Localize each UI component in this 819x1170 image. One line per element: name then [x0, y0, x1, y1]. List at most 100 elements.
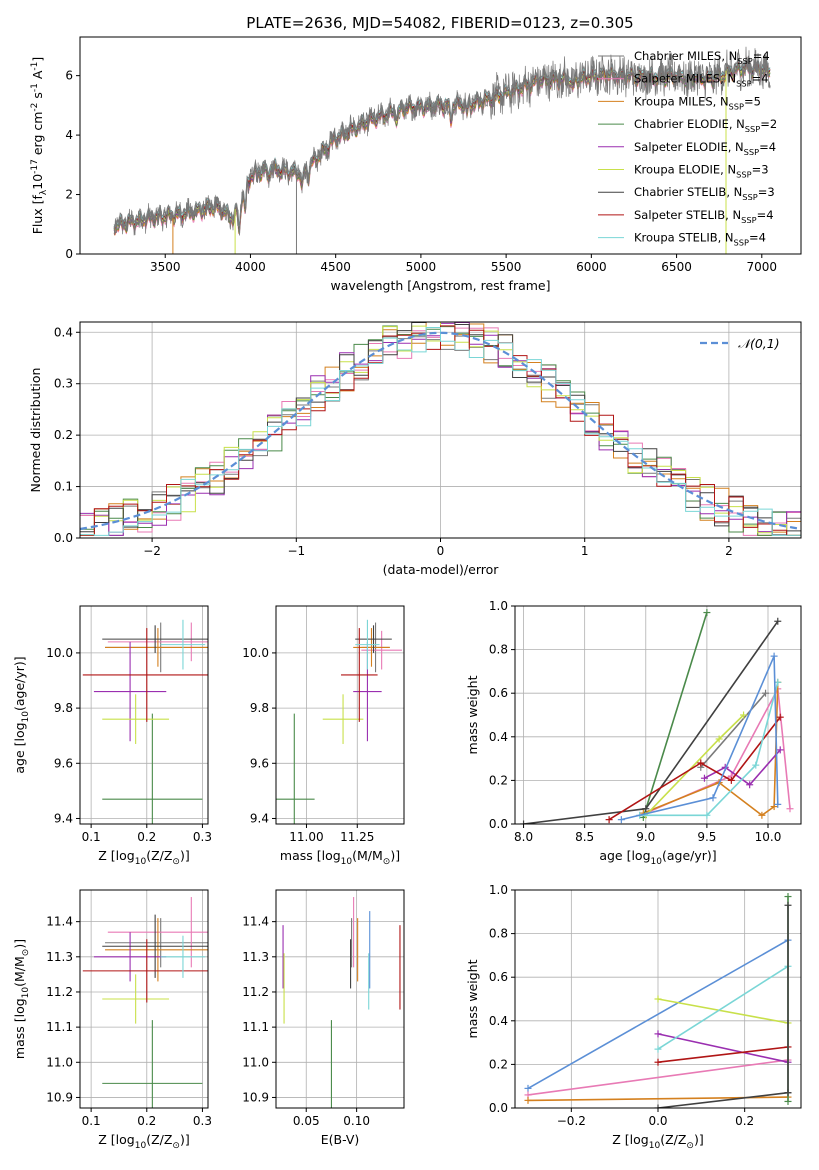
- y-tick-label: 11.1: [242, 1020, 269, 1034]
- errorbar-kroupa-miles: [105, 628, 208, 667]
- y-tick-label: 0.8: [489, 927, 508, 941]
- y-tick-label: 9.8: [250, 701, 269, 715]
- y-tick-label: 11.3: [242, 950, 269, 964]
- legend-label-salpeter-stelib: Salpeter STELIB, NSSP=4: [634, 208, 774, 225]
- errorbar-salpeter-miles: [107, 622, 208, 662]
- x-tick-label: −1: [287, 544, 305, 558]
- y-tick-label: 9.6: [54, 756, 73, 770]
- weight-line: [527, 939, 789, 1090]
- weight-line: [642, 612, 708, 818]
- x-tick-label: 6500: [661, 260, 692, 274]
- spectrum-legend: Chabrier MILES, NSSP=4 Salpeter MILES, NS…: [598, 49, 777, 248]
- x-axis-label: Z [log10(Z/Z⊙)]: [98, 848, 189, 867]
- x-tick-label: 1: [581, 544, 589, 558]
- y-tick-label: 0.6: [489, 686, 508, 700]
- x-tick-label: 0.2: [137, 1114, 156, 1128]
- y-tick-label: 4: [65, 128, 73, 142]
- errorbar-salpeter-miles: [107, 897, 208, 968]
- panel-residuals: −2 −1 0 1 2 0.0 0.1 0.2 0.3 0.4 (data-model)/error…: [28, 321, 802, 577]
- panel-weight-vs-age: 8.0 8.5 9.0 9.5 10.0 0.0 0.2 0.4 0.6 0.8 1.0 age [l…: [465, 599, 802, 867]
- y-tick-label: 9.4: [54, 811, 73, 825]
- y-tick-label: 11.2: [242, 985, 269, 999]
- y-tick-label: 10.0: [242, 646, 269, 660]
- y-tick-label: 10.0: [46, 646, 73, 660]
- x-tick-label: 0.2: [735, 1114, 754, 1128]
- errorbar-chabrier-stelib: [355, 625, 392, 653]
- x-tick-label: 11.00: [289, 830, 323, 844]
- panel-age-vs-mass: 11.00 11.25 9.4 9.6 9.8 10.0 mass [log10(M/M⊙)…: [242, 605, 405, 867]
- y-tick-label: 0.3: [54, 377, 73, 391]
- x-tick-label: 9.0: [636, 830, 655, 844]
- errorbar-kroupa-miles: [353, 628, 390, 667]
- errorbar-chabrier-stelib: [102, 914, 208, 978]
- weight-line: [639, 682, 779, 817]
- x-tick-label: 10.0: [755, 830, 782, 844]
- legend-label-chabrier-stelib: Chabrier STELIB, NSSP=3: [634, 185, 775, 202]
- y-tick-label: 0.6: [489, 970, 508, 984]
- x-axis-label: Z [log10(Z/Z⊙)]: [98, 1132, 189, 1151]
- weight-line: [657, 998, 789, 1024]
- axes-frame: [79, 889, 209, 1109]
- y-tick-label: 11.0: [46, 1055, 73, 1069]
- errorbar-chabrier-elodie: [102, 1020, 203, 1108]
- plot-area: [80, 322, 801, 538]
- x-axis-label: Z [log10(Z/Z⊙)]: [612, 1132, 703, 1151]
- histogram-kroupa-stelib: [80, 327, 801, 538]
- errorbar-kroupa-miles: [105, 918, 208, 982]
- x-tick-label: 0.0: [648, 1114, 667, 1128]
- panel-mass-vs-EBV: 0.05 0.10 10.9 11.0 11.1 11.2 11.3 11.4 E(B-V): [242, 889, 405, 1147]
- plot-area: [520, 609, 794, 824]
- y-tick-label: 0: [65, 247, 73, 261]
- x-axis-label: E(B-V): [321, 1132, 360, 1147]
- x-tick-label: 5000: [406, 260, 437, 274]
- plot-area: [524, 893, 792, 1108]
- x-tick-label: 7000: [747, 260, 778, 274]
- y-axis-label: Normed distribution: [28, 368, 43, 493]
- x-axis-label: wavelength [Angstrom, rest frame]: [330, 278, 550, 293]
- y-tick-label: 11.4: [46, 915, 73, 929]
- weight-series-chabrier-stelib: [520, 617, 782, 824]
- axes-frame: [275, 605, 405, 825]
- x-tick-label: −0.2: [557, 1114, 586, 1128]
- y-axis-label: Flux [fλ10-17 erg cm-2 s-1 A-1]: [30, 57, 49, 235]
- y-tick-label: 11.0: [242, 1055, 269, 1069]
- weight-line: [527, 1059, 789, 1096]
- y-tick-label: 6: [65, 69, 73, 83]
- weight-line: [657, 1033, 789, 1063]
- legend-label-chabrier-miles: Chabrier MILES, NSSP=4: [634, 49, 770, 66]
- x-tick-label: 0.1: [82, 1114, 101, 1128]
- y-tick-label: 11.1: [46, 1020, 73, 1034]
- x-tick-label: 3500: [150, 260, 181, 274]
- axes-frame: [79, 605, 209, 825]
- y-tick-label: 9.8: [54, 701, 73, 715]
- errorbar-kroupa-stelib: [355, 619, 380, 670]
- errorbar-kroupa-stelib: [160, 935, 206, 978]
- x-tick-label: 0.3: [193, 830, 212, 844]
- panel-age-vs-Z: 0.1 0.2 0.3 9.4 9.6 9.8 10.0 Z [log10(Z/Z⊙)] age…: [12, 605, 212, 867]
- y-axis-label: mass [log10(M/M⊙)]: [12, 939, 31, 1059]
- x-tick-label: 0: [437, 544, 445, 558]
- errorbar-salpeter-elodie: [93, 641, 167, 742]
- histogram-salpeter-stelib: [80, 325, 801, 538]
- errorbar-salpeter-stelib: [82, 939, 208, 1003]
- x-tick-label: 5500: [491, 260, 522, 274]
- weight-line: [621, 655, 779, 821]
- weight-line: [657, 1091, 789, 1108]
- weight-line: [657, 965, 789, 1050]
- weight-series-chabrier-stelib: [784, 901, 792, 1097]
- x-tick-label: 0.1: [82, 830, 101, 844]
- x-axis-label: age [log10(age/yr)]: [599, 848, 716, 867]
- y-tick-label: 9.4: [250, 811, 269, 825]
- y-tick-label: 0.4: [489, 1014, 508, 1028]
- axes-frame: [275, 889, 405, 1109]
- panel-spectrum: 3500 4000 4500 5000 5500 6000 6500 7000 0 2 4 6 wave…: [30, 36, 802, 293]
- x-tick-label: 4500: [320, 260, 351, 274]
- y-tick-label: 0.4: [54, 325, 73, 339]
- plot-area: [82, 897, 208, 1108]
- x-tick-label: 6000: [576, 260, 607, 274]
- plot-area: [282, 897, 401, 1108]
- y-tick-label: 11.3: [46, 950, 73, 964]
- y-tick-label: 0.0: [489, 817, 508, 831]
- x-tick-label: −2: [143, 544, 161, 558]
- errorbar-kroupa-stelib: [160, 619, 206, 670]
